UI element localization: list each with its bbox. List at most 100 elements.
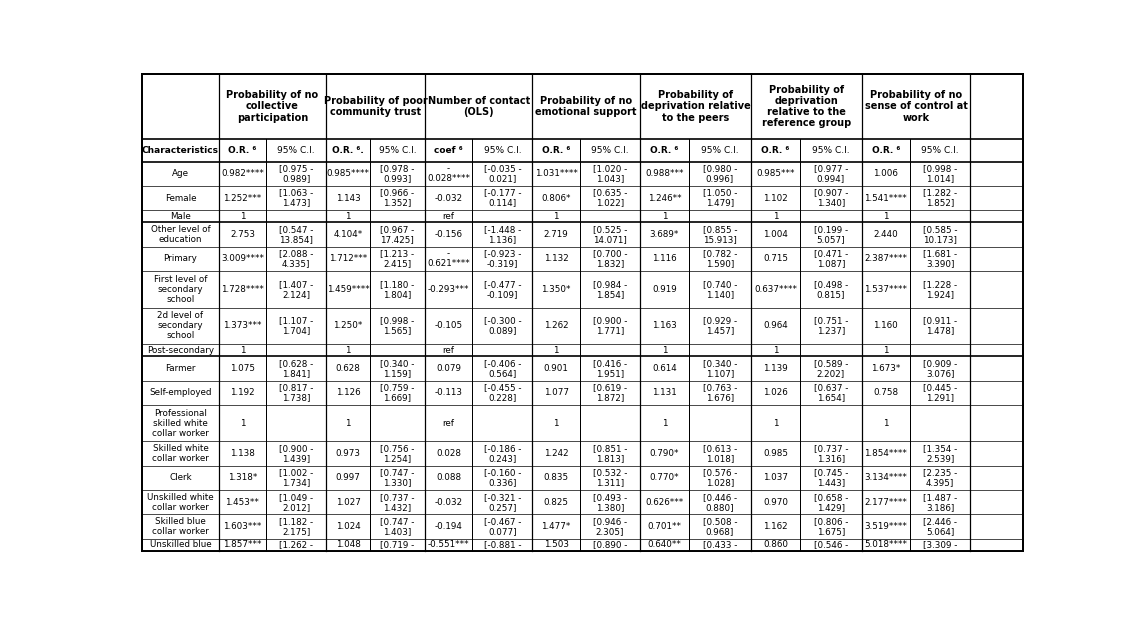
Text: 0.715: 0.715 — [763, 254, 788, 263]
Text: Skilled blue
collar worker: Skilled blue collar worker — [152, 517, 209, 536]
Text: Professional
skilled white
collar worker: Professional skilled white collar worker — [152, 409, 209, 438]
Text: [0.806 -
1.675]: [0.806 - 1.675] — [814, 517, 848, 536]
Text: Age: Age — [172, 169, 189, 178]
Text: [0.890 -: [0.890 - — [592, 540, 628, 549]
Text: 1.250*: 1.250* — [333, 321, 363, 331]
Text: 2d level of
secondary
school: 2d level of secondary school — [157, 311, 204, 340]
Text: 3.009****: 3.009**** — [221, 254, 264, 263]
Text: 4.104*: 4.104* — [333, 230, 363, 239]
Text: Clerk: Clerk — [169, 474, 192, 482]
Text: 95% C.I.: 95% C.I. — [277, 145, 315, 155]
Text: ref: ref — [442, 345, 455, 355]
Text: [0.525 -
14.071]: [0.525 - 14.071] — [592, 225, 628, 244]
Text: Female: Female — [165, 194, 197, 202]
Text: First level of
secondary
school: First level of secondary school — [153, 275, 207, 304]
Text: -0.113: -0.113 — [434, 388, 463, 397]
Text: [-0.881 -: [-0.881 - — [483, 540, 521, 549]
Text: Primary: Primary — [164, 254, 198, 263]
Text: [1.020 -
1.043]: [1.020 - 1.043] — [592, 164, 626, 183]
Text: [0.900 -
1.439]: [0.900 - 1.439] — [279, 444, 314, 463]
Text: 95% C.I.: 95% C.I. — [812, 145, 849, 155]
Text: [-0.321 -
0.257]: [-0.321 - 0.257] — [483, 493, 521, 512]
Text: 5.018****: 5.018**** — [864, 540, 907, 549]
Text: 1: 1 — [346, 212, 350, 221]
Text: -0.156: -0.156 — [434, 230, 463, 239]
Text: 1.162: 1.162 — [763, 522, 788, 531]
Text: [0.984 -
1.854]: [0.984 - 1.854] — [592, 280, 626, 299]
Text: 1.318*: 1.318* — [227, 474, 257, 482]
Text: [0.975 -
0.989]: [0.975 - 0.989] — [279, 164, 314, 183]
Text: O.R. ⁶: O.R. ⁶ — [762, 145, 789, 155]
Text: [1.228 -
1.924]: [1.228 - 1.924] — [923, 280, 957, 299]
Text: [0.635 -
1.022]: [0.635 - 1.022] — [592, 188, 628, 207]
Text: -0.032: -0.032 — [434, 498, 463, 507]
Text: 0.973: 0.973 — [335, 449, 360, 458]
Text: [0.763 -
1.676]: [0.763 - 1.676] — [703, 383, 737, 402]
Text: 0.835: 0.835 — [543, 474, 568, 482]
Text: 1: 1 — [554, 418, 559, 428]
Text: 1.004: 1.004 — [763, 230, 788, 239]
Text: 1.728****: 1.728**** — [221, 285, 264, 294]
Text: 1: 1 — [662, 345, 667, 355]
Text: 1.262: 1.262 — [543, 321, 568, 331]
Text: 1.163: 1.163 — [652, 321, 677, 331]
Text: 0.701**: 0.701** — [647, 522, 681, 531]
Text: 0.985: 0.985 — [763, 449, 788, 458]
Text: 2.719: 2.719 — [543, 230, 568, 239]
Text: [1.002 -
1.734]: [1.002 - 1.734] — [279, 469, 314, 487]
Text: 0.970: 0.970 — [763, 498, 788, 507]
Text: [0.340 -
1.159]: [0.340 - 1.159] — [380, 359, 415, 378]
Text: 1: 1 — [346, 418, 350, 428]
Text: [0.589 -
2.202]: [0.589 - 2.202] — [814, 359, 848, 378]
Text: [0.751 -
1.237]: [0.751 - 1.237] — [814, 316, 848, 335]
Text: -0.105: -0.105 — [434, 321, 463, 331]
Text: Probability of
deprivation
relative to the
reference group: Probability of deprivation relative to t… — [762, 85, 852, 128]
Text: 95% C.I.: 95% C.I. — [591, 145, 629, 155]
Text: 1.048: 1.048 — [335, 540, 360, 549]
Text: 1.132: 1.132 — [543, 254, 568, 263]
Text: [0.199 -
5.057]: [0.199 - 5.057] — [814, 225, 848, 244]
Text: ref: ref — [442, 418, 455, 428]
Text: [0.909 -
3.076]: [0.909 - 3.076] — [923, 359, 957, 378]
Text: 1.143: 1.143 — [335, 194, 360, 202]
Text: 1.138: 1.138 — [230, 449, 255, 458]
Text: [0.340 -
1.107]: [0.340 - 1.107] — [703, 359, 737, 378]
Text: [0.493 -
1.380]: [0.493 - 1.380] — [592, 493, 626, 512]
Text: 0.758: 0.758 — [873, 388, 898, 397]
Text: 3.134****: 3.134**** — [864, 474, 907, 482]
Text: [0.637 -
1.654]: [0.637 - 1.654] — [814, 383, 848, 402]
Text: [-1.448 -
1.136]: [-1.448 - 1.136] — [483, 225, 521, 244]
Text: [1.107 -
1.704]: [1.107 - 1.704] — [279, 316, 314, 335]
Text: [1.487 -
3.186]: [1.487 - 3.186] — [923, 493, 957, 512]
Text: 1.503: 1.503 — [543, 540, 568, 549]
Text: 2.440: 2.440 — [873, 230, 898, 239]
Text: 95% C.I.: 95% C.I. — [921, 145, 958, 155]
Text: Skilled white
collar worker: Skilled white collar worker — [152, 444, 209, 463]
Text: Self-employed: Self-employed — [149, 388, 211, 397]
Text: O.R. ⁶: O.R. ⁶ — [872, 145, 901, 155]
Text: 0.088: 0.088 — [437, 474, 462, 482]
Text: [0.946 -
2.305]: [0.946 - 2.305] — [592, 517, 626, 536]
Text: [0.907 -
1.340]: [0.907 - 1.340] — [814, 188, 848, 207]
Text: Post-secondary: Post-secondary — [147, 345, 214, 355]
Text: 0.860: 0.860 — [763, 540, 788, 549]
Text: -0.293***: -0.293*** — [428, 285, 470, 294]
Text: 0.079: 0.079 — [437, 364, 462, 373]
Text: 1: 1 — [240, 345, 246, 355]
Text: [0.628 -
1.841]: [0.628 - 1.841] — [279, 359, 314, 378]
Text: Other level of
education: Other level of education — [150, 225, 210, 244]
Text: [-0.455 -
0.228]: [-0.455 - 0.228] — [483, 383, 521, 402]
Text: 95% C.I.: 95% C.I. — [379, 145, 416, 155]
Text: [0.966 -
1.352]: [0.966 - 1.352] — [380, 188, 414, 207]
Text: 0.985***: 0.985*** — [756, 169, 795, 178]
Text: 1: 1 — [554, 345, 559, 355]
Text: 95% C.I.: 95% C.I. — [483, 145, 521, 155]
Text: 0.790*: 0.790* — [649, 449, 679, 458]
Text: Characteristics: Characteristics — [142, 145, 219, 155]
Text: 1.453**: 1.453** — [225, 498, 259, 507]
Text: 1.192: 1.192 — [230, 388, 255, 397]
Text: [0.737 -
1.316]: [0.737 - 1.316] — [814, 444, 848, 463]
Text: 1.373***: 1.373*** — [223, 321, 262, 331]
Text: [1.049 -
2.012]: [1.049 - 2.012] — [279, 493, 314, 512]
Text: [0.619 -
1.872]: [0.619 - 1.872] — [592, 383, 626, 402]
